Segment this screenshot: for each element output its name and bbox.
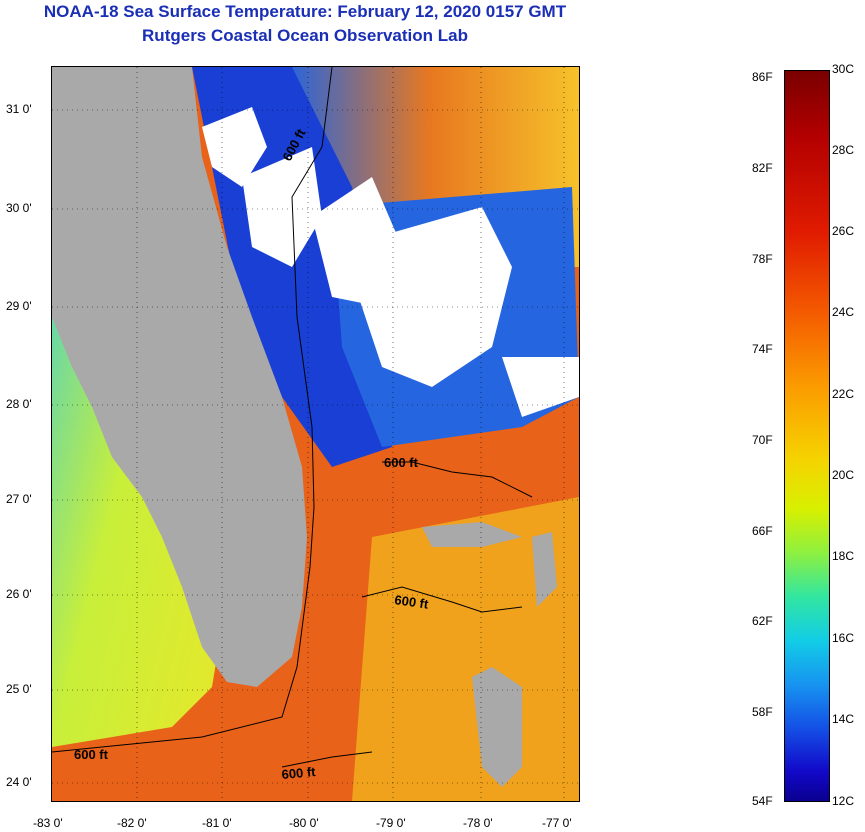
lon-label: -79 0': [376, 816, 406, 830]
colorbar-label-c: 24C: [832, 305, 855, 319]
colorbar-label-c: 28C: [832, 143, 855, 157]
colorbar-label-c: 22C: [832, 387, 855, 401]
colorbar-label-c: 20C: [832, 468, 855, 482]
colorbar-label-f: 78F: [752, 252, 773, 266]
cloud-patch: [202, 107, 267, 187]
depth-contour-600ft: [361, 586, 523, 613]
lon-label: -77 0': [542, 816, 572, 830]
lat-label: 27 0': [6, 492, 32, 506]
lat-label: 28 0': [6, 397, 32, 411]
florida-land: [52, 67, 307, 687]
lat-label: 26 0': [6, 587, 32, 601]
depth-contour-600ft: [52, 67, 333, 753]
temperature-colorbar: [784, 70, 830, 802]
cloud-patch: [242, 147, 322, 267]
lat-label: 29 0': [6, 299, 32, 313]
colorbar-label-f: 86F: [752, 70, 773, 84]
cloud-patch: [342, 207, 512, 387]
lon-label: -78 0': [463, 816, 493, 830]
chart-title: NOAA-18 Sea Surface Temperature: Februar…: [43, 2, 567, 21]
colorbar-label-c: 30C: [832, 62, 855, 76]
colorbar-label-c: 16C: [832, 631, 855, 645]
depth-contour-600ft: [281, 751, 373, 768]
colorbar-label-c: 18C: [832, 549, 855, 563]
colorbar-label-f: 82F: [752, 161, 773, 175]
lat-label: 31 0': [6, 102, 32, 116]
lon-label: -81 0': [202, 816, 232, 830]
colorbar-label-c: 26C: [832, 224, 855, 238]
colorbar-label-f: 66F: [752, 524, 773, 538]
bahamas-land: [532, 532, 557, 607]
contour-label: 600 ft: [384, 455, 419, 470]
lat-label: 24 0': [6, 775, 32, 789]
colorbar-label-f: 70F: [752, 433, 773, 447]
sst-map: 600 ft 600 ft 600 ft 600 ft 600 ft: [51, 66, 580, 802]
bahamas-land: [422, 522, 522, 547]
contour-label: 600 ft: [394, 592, 430, 612]
lat-label: 30 0': [6, 201, 32, 215]
lon-label: -82 0': [117, 816, 147, 830]
lon-label: -83 0': [33, 816, 63, 830]
bahamas-land: [472, 667, 522, 787]
ocean-east-region: [352, 497, 579, 801]
contour-label: 600 ft: [74, 747, 109, 762]
colorbar-label-f: 74F: [752, 342, 773, 356]
depth-contour-600ft: [382, 461, 533, 498]
lat-label: 25 0': [6, 682, 32, 696]
lon-label: -80 0': [289, 816, 319, 830]
contour-label: 600 ft: [281, 764, 317, 782]
colorbar-label-c: 12C: [832, 794, 855, 808]
colorbar-label-f: 54F: [752, 794, 773, 808]
colorbar-label-c: 14C: [832, 712, 855, 726]
colorbar-label-f: 62F: [752, 614, 773, 628]
cloud-patch: [502, 357, 579, 417]
sst-map-image: 600 ft 600 ft 600 ft 600 ft 600 ft: [52, 67, 579, 801]
colorbar-label-f: 58F: [752, 705, 773, 719]
chart-subtitle: Rutgers Coastal Ocean Observation Lab: [142, 26, 468, 45]
